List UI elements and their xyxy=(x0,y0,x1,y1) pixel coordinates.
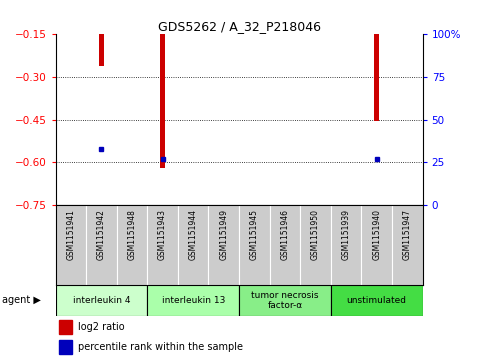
Bar xyxy=(86,205,117,285)
Bar xyxy=(56,285,147,316)
Bar xyxy=(331,285,423,316)
Bar xyxy=(331,205,361,285)
Bar xyxy=(56,205,86,285)
Bar xyxy=(209,205,239,285)
Text: GSM1151940: GSM1151940 xyxy=(372,209,381,260)
Text: log2 ratio: log2 ratio xyxy=(78,322,124,332)
Text: tumor necrosis
factor-α: tumor necrosis factor-α xyxy=(251,291,319,310)
Text: unstimulated: unstimulated xyxy=(347,296,407,305)
Text: GSM1151943: GSM1151943 xyxy=(158,209,167,260)
Bar xyxy=(300,205,331,285)
Bar xyxy=(59,340,72,354)
Bar xyxy=(374,34,379,121)
Bar xyxy=(99,34,104,66)
Bar xyxy=(361,205,392,285)
Bar xyxy=(239,285,331,316)
Bar xyxy=(160,34,165,168)
Text: GSM1151939: GSM1151939 xyxy=(341,209,351,260)
Bar xyxy=(270,205,300,285)
Text: GSM1151946: GSM1151946 xyxy=(281,209,289,260)
Bar xyxy=(239,205,270,285)
Text: interleukin 13: interleukin 13 xyxy=(161,296,225,305)
Bar xyxy=(147,285,239,316)
Text: percentile rank within the sample: percentile rank within the sample xyxy=(78,342,242,352)
Text: GSM1151947: GSM1151947 xyxy=(403,209,412,260)
Text: GSM1151950: GSM1151950 xyxy=(311,209,320,260)
Bar xyxy=(117,205,147,285)
Text: agent ▶: agent ▶ xyxy=(2,295,41,305)
Text: GSM1151942: GSM1151942 xyxy=(97,209,106,260)
Bar xyxy=(59,320,72,334)
Text: interleukin 4: interleukin 4 xyxy=(72,296,130,305)
Text: GSM1151948: GSM1151948 xyxy=(128,209,137,260)
Text: GSM1151949: GSM1151949 xyxy=(219,209,228,260)
Title: GDS5262 / A_32_P218046: GDS5262 / A_32_P218046 xyxy=(157,20,321,33)
Bar xyxy=(178,205,209,285)
Text: GSM1151944: GSM1151944 xyxy=(189,209,198,260)
Bar xyxy=(392,205,423,285)
Bar xyxy=(147,205,178,285)
Text: GSM1151945: GSM1151945 xyxy=(250,209,259,260)
Text: GSM1151941: GSM1151941 xyxy=(66,209,75,260)
